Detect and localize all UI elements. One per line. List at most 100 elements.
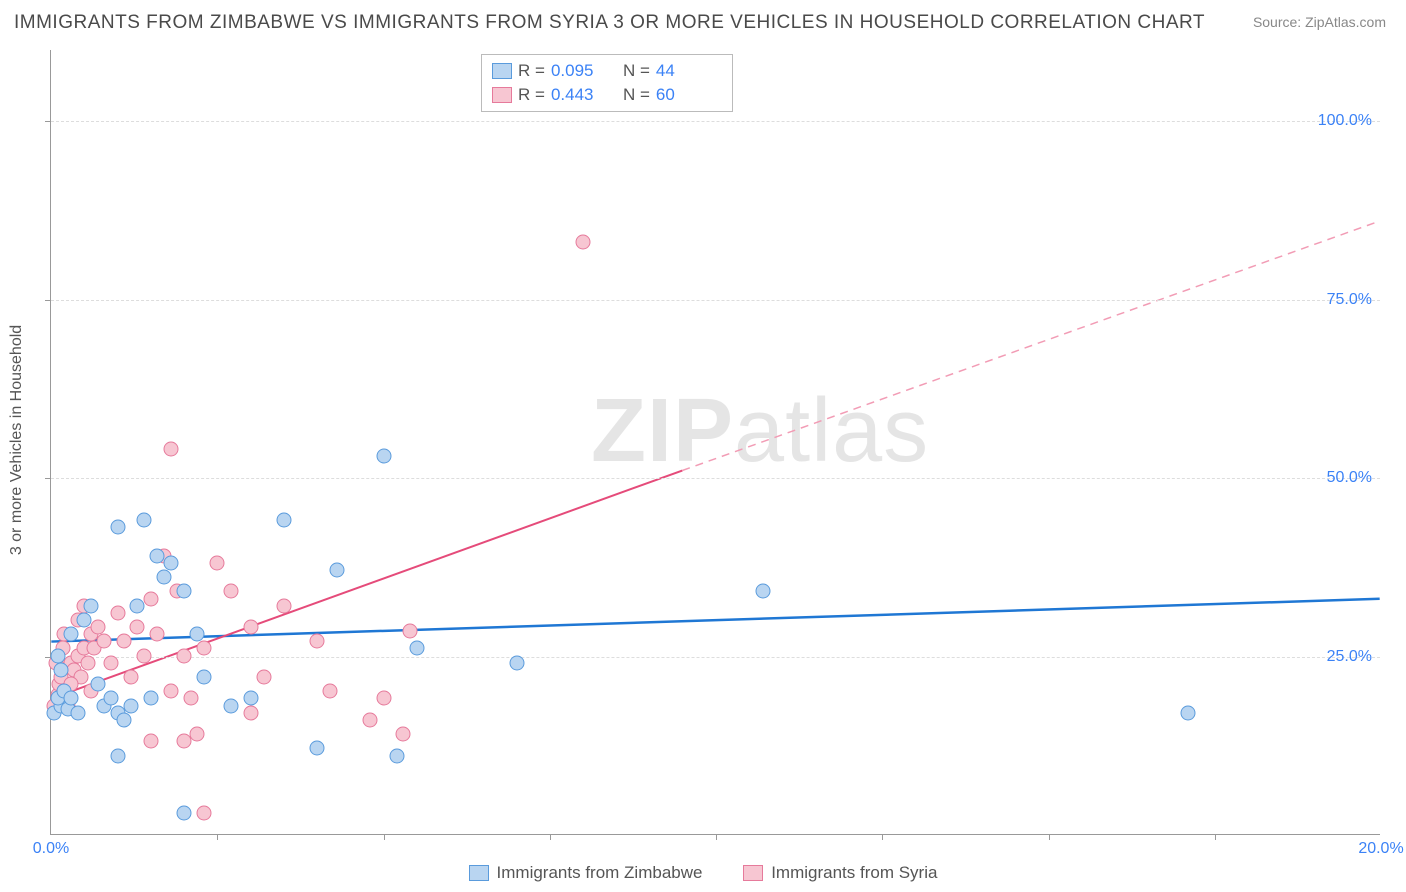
data-point-b — [150, 627, 165, 642]
data-point-a — [77, 612, 92, 627]
data-point-a — [409, 641, 424, 656]
x-tick — [217, 834, 218, 840]
legend-label-a: Immigrants from Zimbabwe — [497, 863, 703, 883]
gridline — [51, 121, 1380, 122]
x-tick — [716, 834, 717, 840]
data-point-b — [163, 684, 178, 699]
n-label: N = — [623, 61, 650, 81]
legend-row-series-a: R = 0.095 N = 44 — [492, 59, 722, 83]
data-point-a — [110, 520, 125, 535]
legend-swatch-b — [492, 87, 512, 103]
data-point-a — [310, 741, 325, 756]
data-point-a — [157, 570, 172, 585]
n-label: N = — [623, 85, 650, 105]
y-axis-label: 3 or more Vehicles in Household — [8, 325, 26, 555]
data-point-a — [163, 555, 178, 570]
data-point-a — [177, 805, 192, 820]
series-legend: Immigrants from Zimbabwe Immigrants from… — [0, 863, 1406, 886]
y-tick-label: 25.0% — [1327, 648, 1372, 666]
legend-label-b: Immigrants from Syria — [771, 863, 937, 883]
data-point-a — [63, 691, 78, 706]
x-tick — [1215, 834, 1216, 840]
y-tick-label: 50.0% — [1327, 469, 1372, 487]
data-point-a — [123, 698, 138, 713]
data-point-a — [83, 598, 98, 613]
chart-title: IMMIGRANTS FROM ZIMBABWE VS IMMIGRANTS F… — [14, 12, 1205, 34]
gridline — [51, 300, 1380, 301]
data-point-b — [323, 684, 338, 699]
data-point-a — [376, 448, 391, 463]
data-point-a — [130, 598, 145, 613]
data-point-b — [110, 605, 125, 620]
data-point-a — [509, 655, 524, 670]
data-point-b — [190, 727, 205, 742]
y-tick-label: 75.0% — [1327, 291, 1372, 309]
data-point-a — [190, 627, 205, 642]
data-point-a — [177, 584, 192, 599]
data-point-b — [196, 641, 211, 656]
source-attribution: Source: ZipAtlas.com — [1253, 14, 1386, 30]
data-point-a — [117, 712, 132, 727]
data-point-a — [243, 691, 258, 706]
data-point-b — [143, 734, 158, 749]
data-point-a — [1181, 705, 1196, 720]
data-point-b — [243, 620, 258, 635]
legend-item-a: Immigrants from Zimbabwe — [469, 863, 703, 883]
watermark: ZIPatlas — [591, 380, 929, 483]
n-value-a: 44 — [656, 61, 708, 81]
legend-swatch-b-icon — [743, 865, 763, 881]
data-point-a — [103, 691, 118, 706]
data-point-b — [243, 705, 258, 720]
x-tick — [550, 834, 551, 840]
r-value-b: 0.443 — [551, 85, 603, 105]
y-tick-label: 100.0% — [1318, 112, 1372, 130]
data-point-b — [256, 670, 271, 685]
x-tick — [882, 834, 883, 840]
data-point-a — [50, 648, 65, 663]
legend-row-series-b: R = 0.443 N = 60 — [492, 83, 722, 107]
data-point-b — [403, 623, 418, 638]
data-point-b — [130, 620, 145, 635]
gridline — [51, 657, 1380, 658]
data-point-b — [223, 584, 238, 599]
legend-swatch-a — [492, 63, 512, 79]
data-point-b — [137, 648, 152, 663]
data-point-b — [376, 691, 391, 706]
data-point-a — [389, 748, 404, 763]
x-tick-label: 0.0% — [33, 840, 69, 858]
data-point-a — [53, 662, 68, 677]
data-point-b — [310, 634, 325, 649]
data-point-b — [196, 805, 211, 820]
data-point-a — [329, 562, 344, 577]
data-point-b — [117, 634, 132, 649]
data-point-a — [63, 627, 78, 642]
data-point-b — [123, 670, 138, 685]
data-point-b — [80, 655, 95, 670]
data-point-a — [223, 698, 238, 713]
data-point-b — [177, 648, 192, 663]
legend-item-b: Immigrants from Syria — [743, 863, 937, 883]
data-point-b — [276, 598, 291, 613]
x-tick — [1049, 834, 1050, 840]
data-point-b — [183, 691, 198, 706]
r-value-a: 0.095 — [551, 61, 603, 81]
data-point-b — [363, 712, 378, 727]
n-value-b: 60 — [656, 85, 708, 105]
data-point-b — [210, 555, 225, 570]
data-point-b — [90, 620, 105, 635]
r-label: R = — [518, 85, 545, 105]
gridline — [51, 478, 1380, 479]
r-label: R = — [518, 61, 545, 81]
data-point-a — [110, 748, 125, 763]
x-tick — [384, 834, 385, 840]
legend-swatch-a-icon — [469, 865, 489, 881]
data-point-a — [137, 513, 152, 528]
data-point-a — [90, 677, 105, 692]
data-point-a — [276, 513, 291, 528]
data-point-a — [755, 584, 770, 599]
data-point-a — [196, 670, 211, 685]
data-point-b — [103, 655, 118, 670]
data-point-a — [143, 691, 158, 706]
x-tick-label: 20.0% — [1358, 840, 1403, 858]
data-point-b — [163, 441, 178, 456]
